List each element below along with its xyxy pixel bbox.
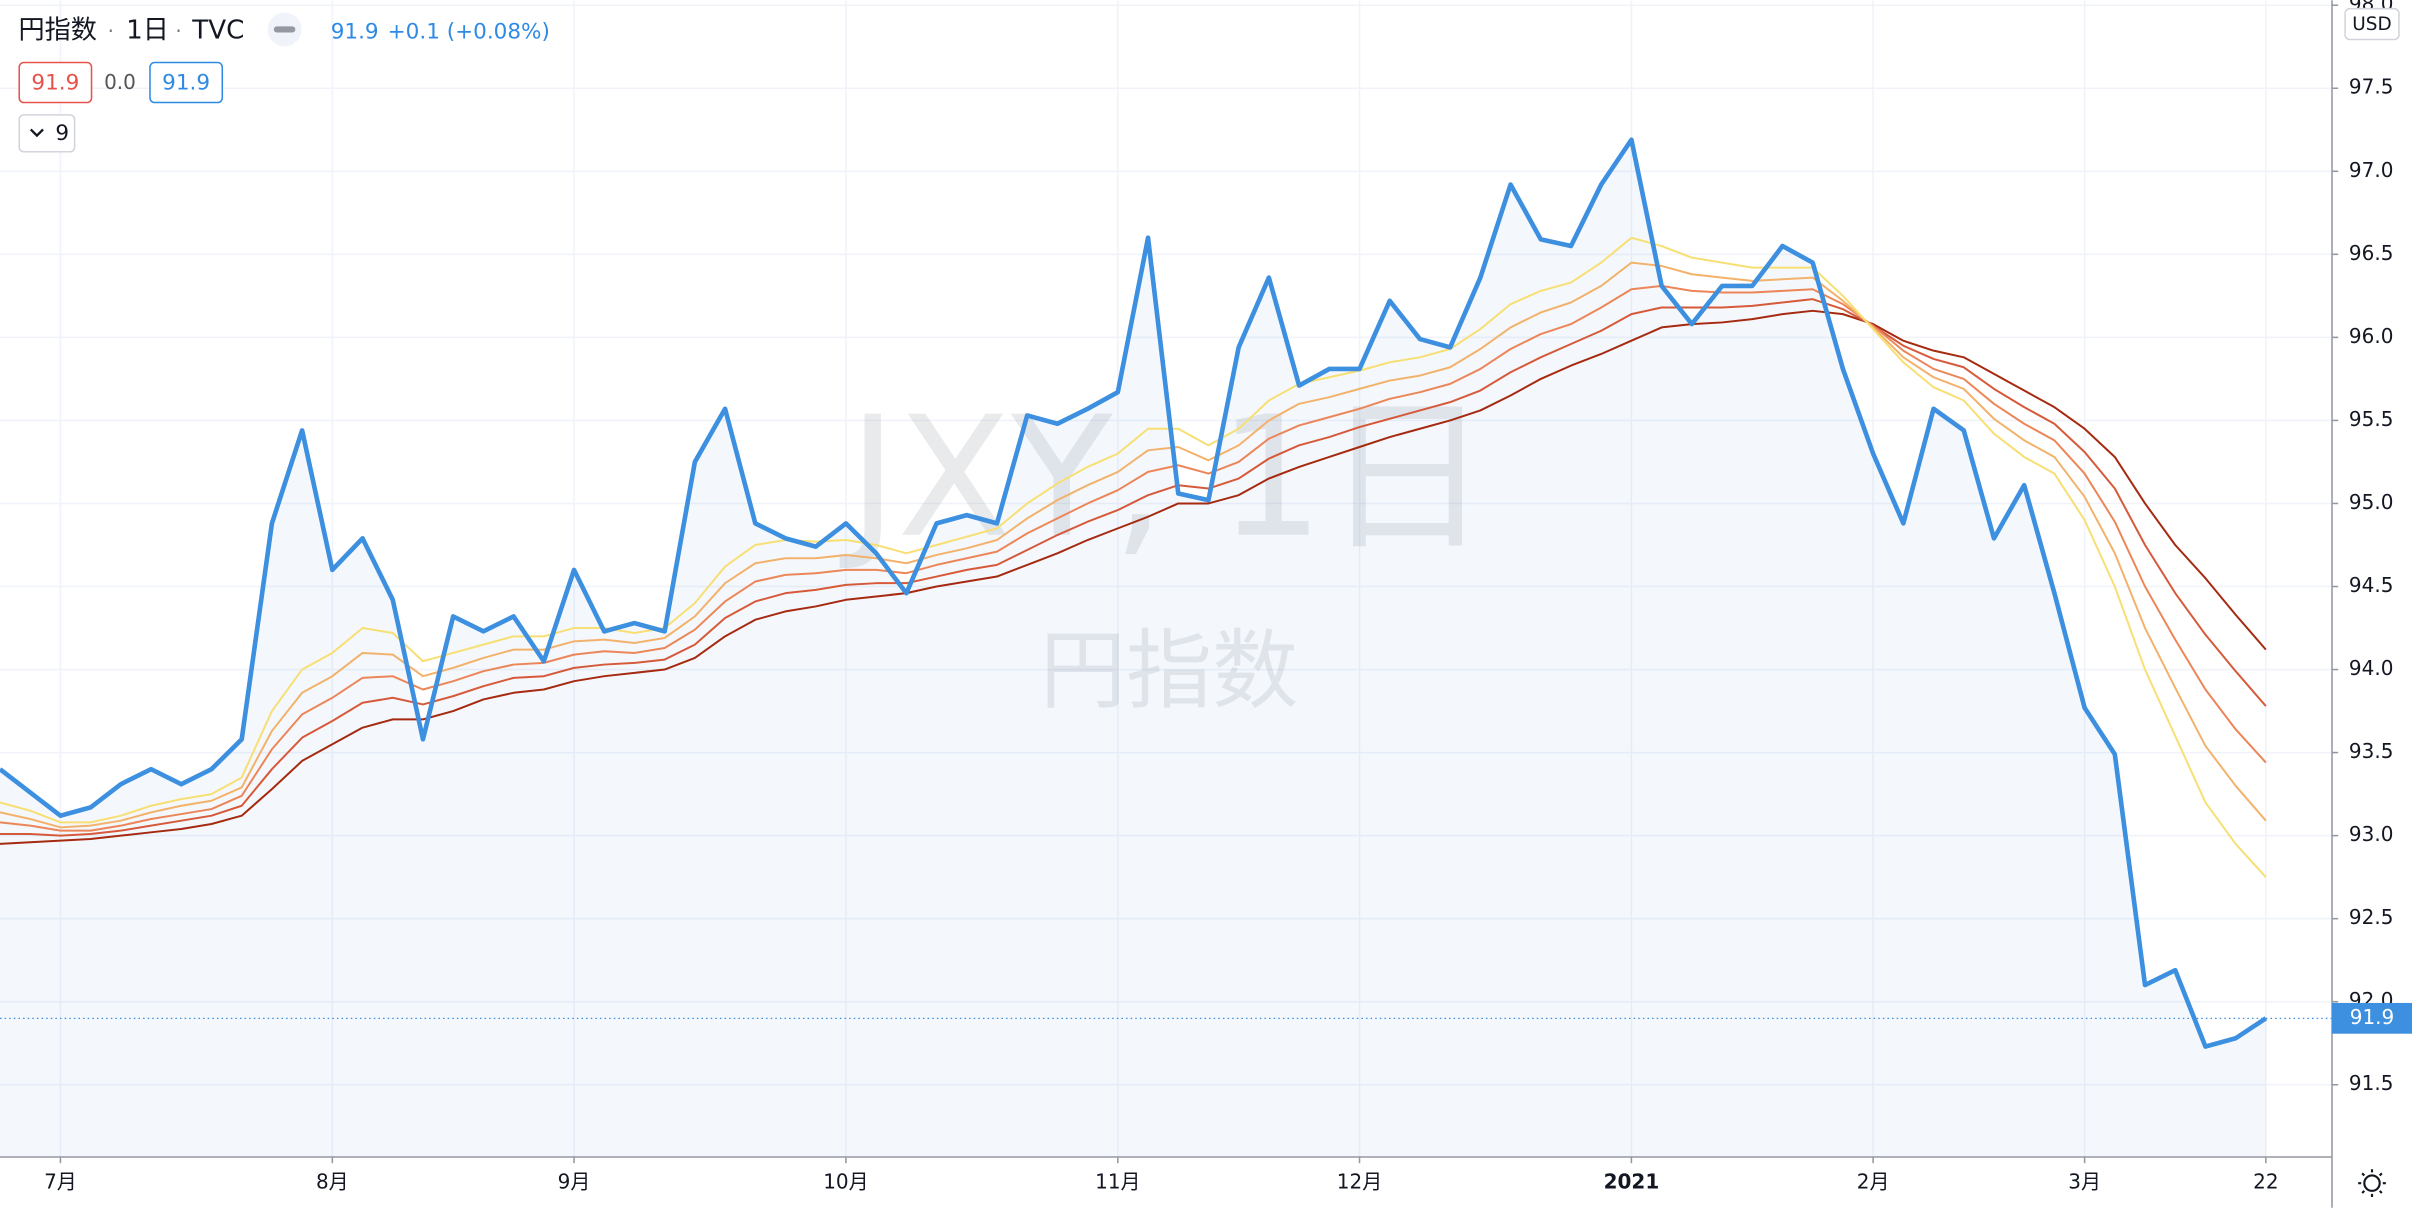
settings-icon[interactable] <box>2358 1169 2386 1198</box>
x-tick-label: 11月 <box>1095 1170 1140 1194</box>
interval: 1日 <box>126 15 169 45</box>
y-tick-label: 96.0 <box>2349 324 2394 348</box>
axes: 91.592.092.593.093.594.094.595.095.596.0… <box>44 0 2412 1194</box>
last-price-label: 91.9 <box>2350 1005 2395 1029</box>
y-tick-label: 91.5 <box>2349 1071 2394 1095</box>
grid <box>0 0 2333 1158</box>
indicator-count: 9 <box>55 121 69 146</box>
y-tick-label: 96.5 <box>2349 241 2394 265</box>
legend-change: +0.1 (+0.08%) <box>388 20 550 45</box>
currency: USD <box>2352 14 2391 35</box>
legend-value: 91.9 <box>331 20 379 45</box>
y-tick-label: 93.0 <box>2349 822 2394 846</box>
plot <box>0 137 2333 1158</box>
ribbon-line <box>0 261 2267 829</box>
chevron <box>29 128 44 138</box>
symbol-title: 円指数 <box>18 15 96 45</box>
separator: · <box>108 19 114 43</box>
y-tick-label: 97.0 <box>2349 158 2394 182</box>
y-tick-label: 95.0 <box>2349 490 2394 514</box>
x-tick-label: 9月 <box>558 1170 591 1194</box>
x-tick-label: 12月 <box>1337 1170 1382 1194</box>
ribbon-line <box>0 284 2267 832</box>
ribbon-line <box>0 298 2267 837</box>
y-tick-label: 94.5 <box>2349 573 2394 597</box>
y-tick-label: 97.5 <box>2349 75 2394 99</box>
y-tick-label: 95.5 <box>2349 407 2394 431</box>
exchange: TVC <box>191 15 244 45</box>
ohlc-label: 91.9 <box>162 70 210 95</box>
watermark-sub: 円指数 <box>1040 622 1298 722</box>
status-icon <box>273 26 296 33</box>
x-tick-label: 10月 <box>823 1170 868 1194</box>
x-tick-label: 8月 <box>316 1170 349 1194</box>
y-tick-label: 92.5 <box>2349 905 2394 929</box>
x-tick-label: 7月 <box>44 1170 77 1194</box>
y-tick-label: 93.5 <box>2349 739 2394 763</box>
x-tick-label: 3月 <box>2068 1170 2101 1194</box>
ribbon-line <box>0 309 2267 845</box>
ribbon-line <box>0 236 2267 878</box>
x-tick-label: 2021 <box>1604 1170 1660 1194</box>
value-box <box>149 61 224 104</box>
settings-icon-rays <box>2358 1169 2386 1198</box>
ohlc-label: 91.9 <box>31 70 79 95</box>
x-tick-label: 2月 <box>1857 1170 1890 1194</box>
price-area <box>0 139 2266 1158</box>
value-box <box>18 61 93 104</box>
last-price-box <box>2332 1002 2412 1034</box>
separator: · <box>175 19 181 43</box>
indicator-toggle[interactable] <box>18 114 76 153</box>
settings-icon-ring <box>2363 1174 2381 1192</box>
y-tick-label: 94.0 <box>2349 656 2394 680</box>
price-line <box>0 137 2268 1049</box>
currency-box[interactable] <box>2344 7 2400 41</box>
x-tick-label: 22 <box>2253 1170 2278 1194</box>
ohlc-label: 0.0 <box>104 70 136 94</box>
